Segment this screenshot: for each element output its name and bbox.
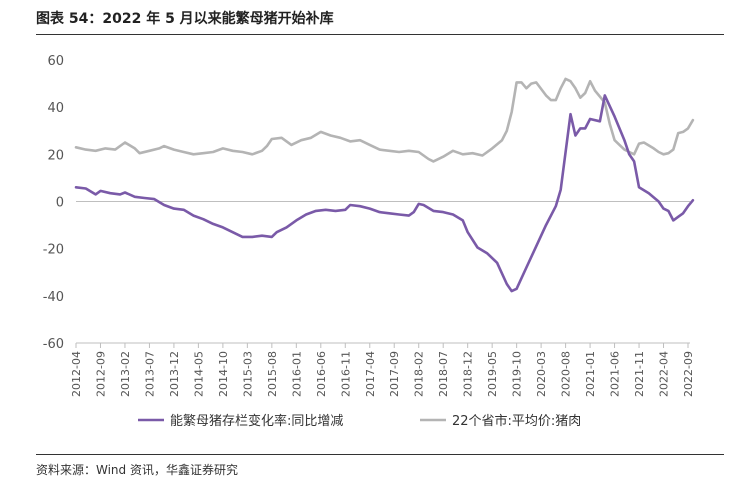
series-layer — [74, 77, 695, 293]
footer-divider — [36, 454, 724, 455]
x-tick-label: 2013-07 — [143, 351, 156, 397]
x-tick-label: 2016-01 — [290, 351, 303, 397]
chart-title: 图表 54：2022 年 5 月以来能繁母猪开始补库 — [36, 11, 334, 27]
x-tick-label: 2012-04 — [70, 351, 83, 397]
legend-label: 22个省市:平均价:猪肉 — [452, 413, 581, 429]
x-tick-label: 2016-06 — [315, 351, 328, 397]
x-tick-label: 2012-09 — [94, 351, 107, 397]
y-tick-label: -40 — [43, 290, 64, 305]
x-tick-label: 2022-09 — [682, 351, 695, 397]
source-note: 资料来源：Wind 资讯，华鑫证券研究 — [36, 463, 238, 477]
title-divider — [36, 34, 724, 35]
x-tick-label: 2021-01 — [584, 351, 597, 397]
x-tick-label: 2015-03 — [241, 351, 254, 397]
y-tick-label: -20 — [43, 243, 64, 258]
x-tick-label: 2018-02 — [413, 351, 426, 397]
x-tick-label: 2019-10 — [511, 351, 524, 397]
x-tick-label: 2013-02 — [119, 351, 132, 397]
x-tick-label: 2017-09 — [388, 351, 401, 397]
x-tick-label: 2020-03 — [535, 351, 548, 397]
series-line — [74, 77, 695, 163]
x-tick-label: 2021-06 — [609, 351, 622, 397]
y-tick-label: 0 — [56, 196, 64, 211]
x-tick-label: 2014-05 — [192, 351, 205, 397]
x-tick-label: 2013-12 — [168, 351, 181, 397]
x-tick-label: 2022-04 — [658, 351, 671, 397]
y-tick-label: -60 — [43, 337, 64, 352]
x-tick-label: 2018-12 — [462, 351, 475, 397]
x-tick-label: 2015-08 — [266, 351, 279, 397]
x-tick-label: 2014-10 — [217, 351, 230, 397]
series-line — [74, 94, 695, 293]
chart-axes: -60 -40 -20 0 20 40 60 2012-04 2012-09 2013-02 201… — [43, 54, 695, 397]
x-tick-label: 2019-05 — [486, 351, 499, 397]
x-tick-label: 2016-11 — [339, 351, 352, 397]
y-tick-label: 20 — [47, 148, 64, 163]
x-tick-label: 2018-07 — [437, 351, 450, 397]
y-tick-label: 60 — [47, 54, 64, 69]
x-tick-label: 2017-04 — [364, 351, 377, 397]
chart-legend: 能繁母猪存栏变化率:同比增减 22个省市:平均价:猪肉 — [138, 413, 581, 429]
x-tick-label: 2021-11 — [633, 351, 646, 397]
y-tick-label: 40 — [47, 101, 64, 116]
legend-label: 能繁母猪存栏变化率:同比增减 — [170, 413, 343, 429]
x-tick-label: 2020-08 — [560, 351, 573, 397]
